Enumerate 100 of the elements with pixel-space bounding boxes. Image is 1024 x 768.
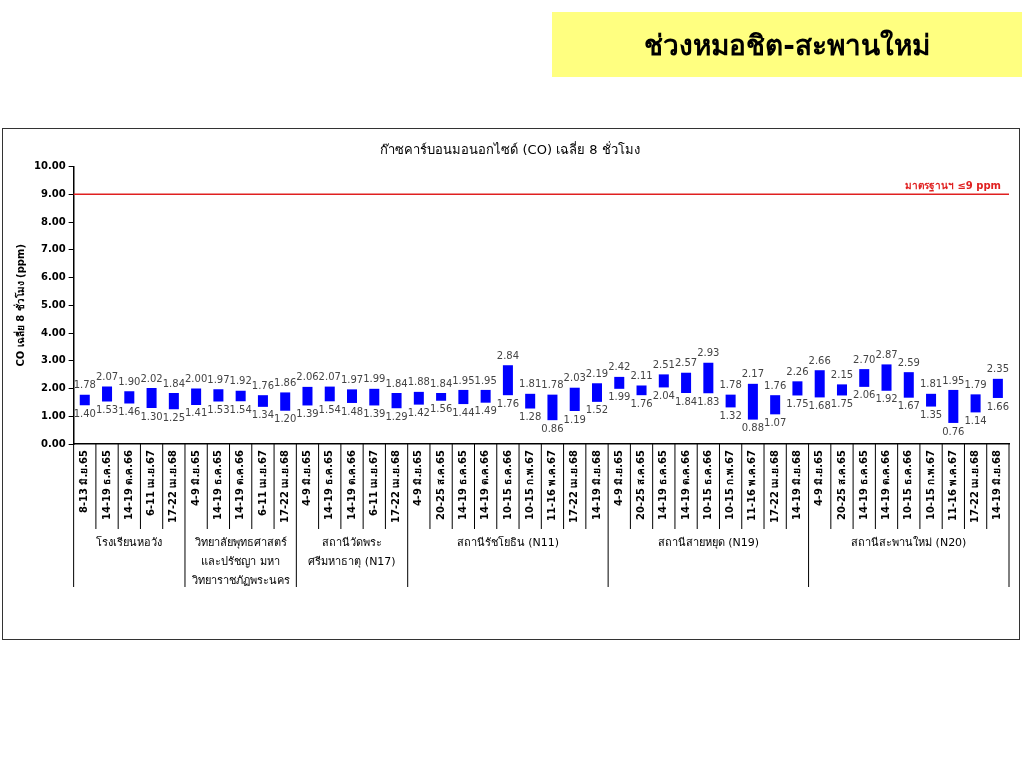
x-tick-label: 17-22 เม.ย.68 [167, 449, 179, 524]
x-tick-label: 14-19 ต.ค.66 [122, 449, 134, 521]
annotation: 1.88 [407, 376, 430, 388]
bar [458, 389, 469, 405]
annotation: 1.78 [541, 379, 564, 391]
bar [636, 385, 647, 396]
x-tick-label: 17-22 เม.ย.68 [568, 449, 580, 524]
annotation: 1.86 [274, 377, 297, 389]
x-tick-label: 14-19 ธ.ค.65 [456, 449, 468, 521]
annotation: 1.76 [496, 397, 520, 409]
y-tick-label: 0.00 [40, 437, 66, 449]
y-tick-label: 9.00 [40, 187, 66, 199]
annotation: 1.49 [474, 405, 497, 417]
annotation: 2.04 [652, 390, 675, 402]
x-tick-label: 4-9 มิ.ย.65 [813, 449, 825, 507]
annotation: 1.84 [674, 395, 698, 407]
annotation: 1.78 [719, 379, 742, 391]
y-tick-label: 8.00 [40, 215, 66, 227]
bar [168, 392, 179, 410]
x-tick-label: 11-16 พ.ค.67 [746, 449, 758, 522]
bar [79, 394, 90, 406]
annotation: 1.95 [942, 374, 965, 386]
annotation: 2.07 [318, 371, 341, 383]
x-tick-label: 14-19 ธ.ค.65 [857, 449, 869, 521]
annotation: 1.90 [118, 375, 141, 387]
y-tick-label: 5.00 [40, 298, 66, 310]
bar [725, 394, 736, 408]
annotation: 1.54 [229, 403, 252, 415]
x-tick-label: 4-9 มิ.ย.65 [612, 449, 624, 507]
annotation: 1.81 [519, 378, 542, 390]
x-tick-label: 14-19 ธ.ค.65 [100, 449, 112, 521]
annotation: 1.92 [229, 375, 252, 387]
bar [814, 370, 825, 398]
annotation: 2.57 [674, 357, 698, 369]
bar [859, 369, 870, 387]
x-tick-label: 6-11 เม.ย.67 [145, 449, 157, 517]
bar [280, 392, 291, 411]
x-tick-label: 4-9 มิ.ย.65 [412, 449, 424, 507]
y-tick-label: 3.00 [40, 354, 66, 366]
x-tick-label: 14-19 ต.ค.66 [880, 449, 892, 521]
annotation: 1.07 [764, 416, 787, 428]
text: โรงเรียนหอวัง [95, 535, 164, 551]
chart-title: ช่วงหมอชิต-สะพานใหม่ [552, 12, 1022, 77]
bar [302, 386, 313, 406]
annotation: 2.17 [741, 368, 765, 380]
bar [213, 389, 224, 402]
x-tick-label: 6-11 เม.ย.67 [367, 449, 379, 517]
annotation: 1.95 [452, 374, 475, 386]
annotation: 2.84 [496, 349, 520, 361]
bar [926, 393, 937, 407]
annotation: 2.35 [986, 363, 1009, 375]
x-tick-label: 11-16 พ.ค.67 [946, 449, 958, 522]
annotation: 1.29 [385, 410, 408, 422]
x-tick-label: 10-15 ก.พ.67 [724, 449, 736, 521]
x-tick-label: 4-9 มิ.ย.65 [189, 449, 201, 507]
annotation: 1.53 [207, 404, 230, 416]
annotation: 1.34 [251, 409, 275, 421]
bar [502, 365, 513, 396]
annotation: 1.42 [407, 407, 430, 419]
annotation: 1.81 [919, 378, 943, 390]
bar [881, 364, 892, 391]
bar [547, 394, 558, 421]
x-tick-label: 10-15 ก.พ.67 [924, 449, 936, 521]
annotation: 2.42 [608, 361, 631, 373]
bar [836, 384, 847, 396]
bar [257, 395, 268, 407]
x-tick-label: 14-19 ต.ค.66 [479, 449, 491, 521]
annotation: 2.87 [875, 349, 898, 360]
bar [146, 387, 157, 408]
annotation: 1.84 [162, 377, 185, 389]
x-tick-label: 14-19 ต.ค.66 [679, 449, 691, 521]
bar [191, 388, 202, 405]
annotation: 2.06 [853, 389, 876, 401]
x-tick-label: 17-22 เม.ย.68 [768, 449, 780, 524]
annotation: 1.25 [162, 411, 185, 423]
annotation: 0.76 [942, 425, 965, 437]
annotation: 1.75 [830, 398, 854, 410]
annotation: 2.00 [184, 373, 208, 385]
annotation: 1.68 [808, 400, 831, 412]
x-tick-label: 14-19 ธ.ค.65 [211, 449, 223, 521]
annotation: 2.66 [808, 354, 831, 366]
annotation: 2.93 [697, 347, 720, 359]
x-tick-label: 17-22 เม.ย.68 [969, 449, 981, 524]
bar [102, 386, 113, 402]
x-tick-label: 11-16 พ.ค.67 [546, 449, 558, 522]
annotation: 1.97 [207, 373, 230, 385]
y-tick-label: 2.00 [40, 382, 66, 394]
x-tick-label: 14-19 ธ.ค.65 [323, 449, 335, 521]
annotation: 1.20 [274, 413, 297, 425]
annotation: 1.46 [118, 406, 141, 418]
y-axis-title: CO เฉลี่ย 8 ชั่วโมง (ppm) [12, 244, 26, 367]
x-tick-label: 6-11 เม.ย.67 [256, 449, 268, 517]
bar [903, 372, 914, 398]
text: สถานีรัชโยธิน (N11) [455, 535, 561, 551]
annotation: 1.54 [318, 403, 341, 415]
annotation: 2.06 [296, 371, 319, 383]
bar [992, 378, 1003, 398]
x-tick-label: 10-15 ธ.ค.66 [501, 449, 513, 521]
bar [391, 392, 402, 409]
bar [747, 383, 758, 420]
